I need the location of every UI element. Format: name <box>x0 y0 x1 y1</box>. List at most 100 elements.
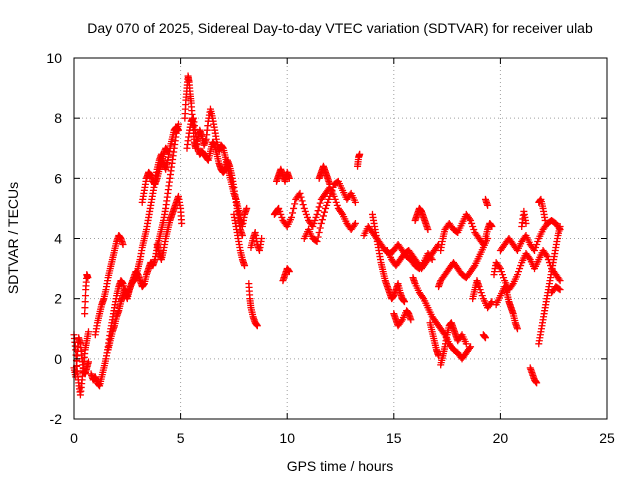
data-point <box>298 197 306 205</box>
data-point <box>324 198 332 206</box>
data-point <box>81 304 89 312</box>
data-point <box>467 216 475 224</box>
data-point <box>313 210 321 218</box>
data-point <box>397 317 405 325</box>
data-point <box>81 292 89 300</box>
data-point <box>119 241 127 249</box>
data-point <box>351 198 359 206</box>
data-point <box>253 322 261 330</box>
data-point <box>290 204 298 212</box>
data-point <box>469 222 477 230</box>
data-point <box>278 213 286 221</box>
data-point <box>475 283 483 291</box>
data-point <box>276 207 284 215</box>
data-point <box>314 207 322 215</box>
data-point <box>476 286 484 294</box>
data-point <box>497 268 505 276</box>
data-point <box>325 195 333 203</box>
data-point <box>516 265 524 273</box>
data-point <box>350 221 358 229</box>
x-axis-label: GPS time / hours <box>287 458 394 474</box>
data-point <box>312 213 320 221</box>
data-point <box>316 224 324 232</box>
x-tick-label: 10 <box>279 430 295 446</box>
data-point <box>478 292 486 300</box>
data-point <box>303 213 311 221</box>
data-point <box>400 298 408 306</box>
y-tick-label: 10 <box>46 50 62 66</box>
data-point <box>488 222 496 230</box>
y-tick-label: 8 <box>54 110 62 126</box>
data-point <box>556 277 564 285</box>
data-point <box>533 241 541 249</box>
data-point <box>542 251 550 259</box>
data-point <box>302 210 310 218</box>
data-point <box>470 225 478 233</box>
data-point <box>84 358 92 366</box>
data-point <box>277 210 285 218</box>
data-point <box>508 281 516 289</box>
y-tick-label: 4 <box>54 231 62 247</box>
data-point <box>556 222 564 230</box>
data-point <box>531 247 539 255</box>
data-point <box>315 203 323 211</box>
data-point <box>297 193 305 201</box>
data-point <box>333 201 341 209</box>
data-point <box>315 228 323 236</box>
data-point <box>351 219 359 227</box>
data-point <box>323 201 331 209</box>
data-point <box>291 200 299 208</box>
data-point <box>513 325 521 333</box>
data-point <box>424 225 432 233</box>
data-point <box>499 271 507 279</box>
data-point <box>309 222 317 230</box>
data-point <box>301 207 309 215</box>
data-point <box>515 268 523 276</box>
data-point <box>300 204 308 212</box>
data-point <box>487 299 495 307</box>
data-point <box>500 274 508 282</box>
data-point <box>318 216 326 224</box>
y-tick-label: 6 <box>54 170 62 186</box>
data-point <box>316 199 324 207</box>
data-point <box>275 204 283 212</box>
data-point <box>488 298 496 306</box>
data-point <box>296 189 304 197</box>
data-point <box>468 219 476 227</box>
data-point <box>328 186 336 194</box>
data-point <box>178 219 186 227</box>
y-tick-label: -2 <box>50 411 63 427</box>
data-point <box>532 244 540 252</box>
data-point <box>285 174 293 182</box>
data-point <box>465 215 473 223</box>
data-point <box>84 328 92 336</box>
data-point <box>321 208 329 216</box>
data-point <box>329 183 337 191</box>
data-point <box>84 274 92 282</box>
data-point <box>478 239 486 247</box>
data-point <box>331 195 339 203</box>
data-point <box>356 150 364 158</box>
data-point <box>496 265 504 273</box>
data-point <box>332 198 340 206</box>
data-point <box>289 209 297 217</box>
data-point <box>522 219 530 227</box>
data-point <box>322 204 330 212</box>
y-tick-label: 0 <box>54 351 62 367</box>
axis-ticks: 0 5 10 15 20 25 -2 0 2 4 6 8 10 <box>46 50 615 446</box>
x-tick-label: 5 <box>177 430 185 446</box>
data-point <box>467 343 475 351</box>
data-point <box>312 237 320 245</box>
data-point <box>407 316 415 324</box>
x-tick-label: 0 <box>70 430 78 446</box>
data-point <box>556 286 564 294</box>
data-point <box>479 241 487 249</box>
data-point <box>299 201 307 209</box>
data-point <box>81 298 89 306</box>
data-point <box>440 329 448 337</box>
data-point <box>174 126 182 134</box>
data-point <box>481 334 489 342</box>
data-point <box>462 340 470 348</box>
x-tick-label: 15 <box>386 430 402 446</box>
data-point <box>319 212 327 220</box>
